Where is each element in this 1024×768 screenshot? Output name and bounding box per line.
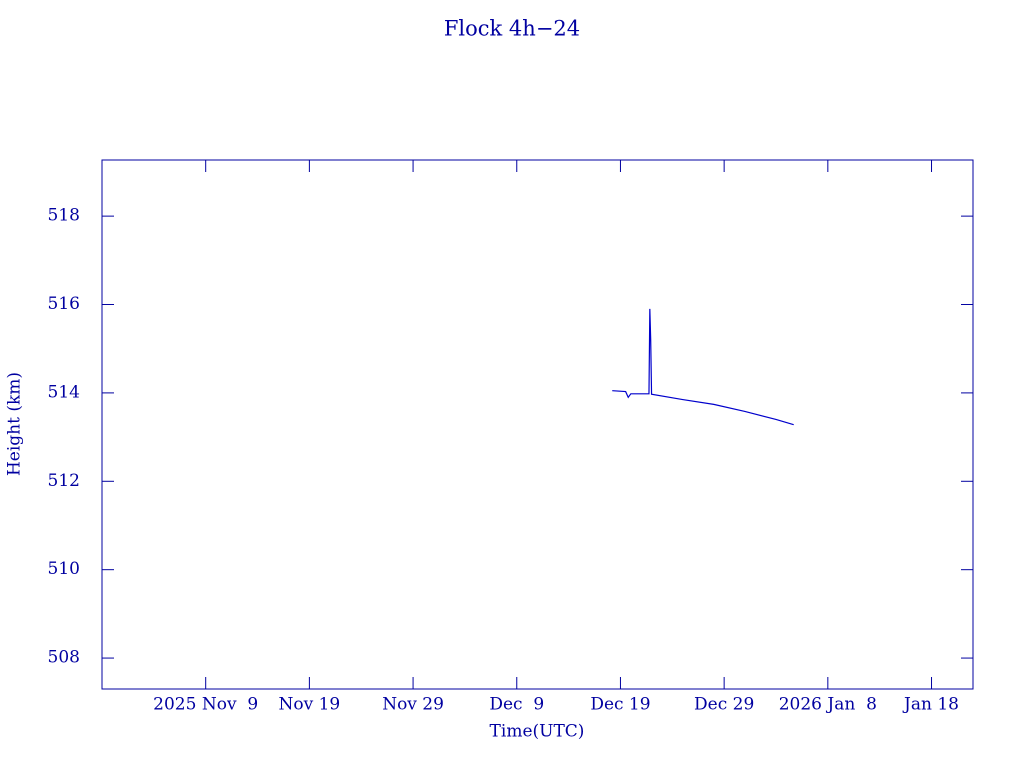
x-tick-label: 2026 Jan 8 — [779, 695, 877, 715]
y-tick-label: 518 — [48, 206, 80, 226]
x-tick-label: Dec 19 — [590, 695, 650, 715]
y-tick-label: 514 — [48, 382, 80, 402]
plot-frame — [101, 159, 974, 690]
chart-title: Flock 4h−24 — [444, 17, 580, 41]
x-tick-label: Dec 29 — [694, 695, 754, 715]
x-tick-label: Nov 19 — [279, 695, 341, 715]
y-tick-label: 508 — [48, 648, 80, 668]
y-axis-label: Height (km) — [5, 372, 25, 476]
x-tick-label: Jan 18 — [902, 695, 959, 715]
x-tick-label: 2025 Nov 9 — [153, 695, 258, 715]
x-tick-label: Dec 9 — [489, 695, 544, 715]
y-tick-label: 512 — [48, 471, 80, 491]
y-tick-label: 516 — [48, 294, 80, 314]
x-axis-label: Time(UTC) — [490, 722, 585, 742]
x-tick-label: Nov 29 — [382, 695, 444, 715]
data-line — [612, 308, 794, 426]
y-tick-label: 510 — [48, 559, 80, 579]
